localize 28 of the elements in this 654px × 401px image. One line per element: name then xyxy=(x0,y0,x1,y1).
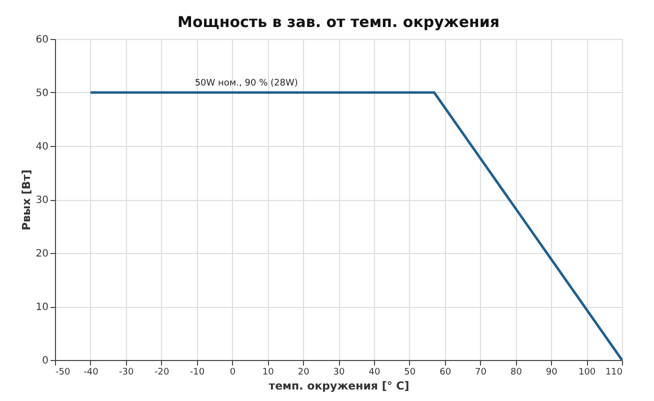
x-tick-label: 60 xyxy=(440,368,452,378)
x-tick-label: 100 xyxy=(578,368,596,378)
x-tick-label: 30 xyxy=(333,368,345,378)
x-tick-label: 50 xyxy=(404,368,416,378)
y-tick-label: 40 xyxy=(36,142,48,152)
x-tick-label: 20 xyxy=(298,368,310,378)
x-tick-label: 80 xyxy=(510,368,522,378)
x-tick-label: -10 xyxy=(190,368,205,378)
y-axis-title: Pвых [Вт] xyxy=(20,170,33,230)
y-tick-label: 0 xyxy=(42,356,48,366)
x-tick-label: 40 xyxy=(368,368,380,378)
y-tick-label: 20 xyxy=(36,248,48,260)
y-tick-label: 50 xyxy=(36,88,48,99)
y-tick-label: 10 xyxy=(36,302,48,313)
x-tick-label: -30 xyxy=(119,368,134,378)
y-tick-label: 30 xyxy=(36,195,48,206)
chart-title: Мощность в зав. от темп. окружения xyxy=(178,13,500,31)
x-tick-label: 70 xyxy=(475,368,487,378)
annotation: 50W ном., 90 % (28W) xyxy=(194,78,298,88)
x-tick-label: 110 xyxy=(605,368,623,378)
x-tick-label: -20 xyxy=(154,368,170,378)
x-tick-label: -40 xyxy=(84,368,99,378)
y-tick-label: 60 xyxy=(36,34,48,46)
x-tick-label: -50 xyxy=(56,368,70,378)
x-axis-title: темп. окружения [° C] xyxy=(268,380,410,392)
x-tick-label: 90 xyxy=(546,368,558,378)
x-tick-label: 0 xyxy=(230,368,236,378)
x-tick-label: 10 xyxy=(262,368,274,378)
